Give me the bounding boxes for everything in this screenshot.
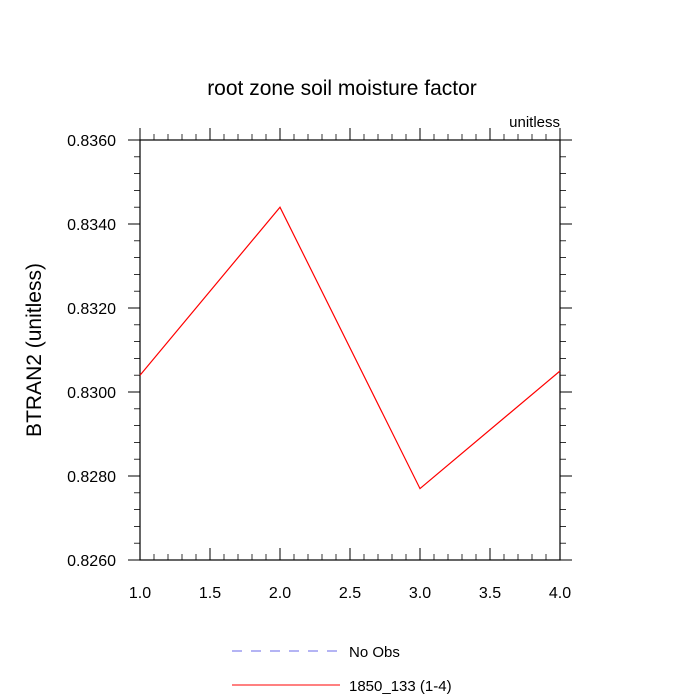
plot-frame [139, 139, 561, 561]
y-tick-label: 0.8280 [67, 469, 116, 486]
plot-area: 1.0 1.5 2.0 2.5 3.0 3.5 4.0 0.8260 0.8280 0.8300 0… [67, 128, 572, 602]
x-tick-label: 3.5 [479, 585, 501, 602]
legend: No Obs 1850_133 (1-4) [232, 644, 452, 695]
chart-title: root zone soil moisture factor [207, 77, 477, 100]
x-tick-label: 2.5 [339, 585, 361, 602]
units-label: unitless [509, 114, 560, 131]
y-tick-label: 0.8340 [67, 217, 116, 234]
x-tick-label: 1.5 [199, 585, 221, 602]
x-tick-label: 4.0 [549, 585, 571, 602]
y-axis-label: BTRAN2 (unitless) [23, 263, 46, 437]
series-line [139, 206, 561, 490]
x-tick-label: 3.0 [409, 585, 431, 602]
x-tick-label: 2.0 [269, 585, 291, 602]
legend-label: 1850_133 (1-4) [349, 678, 452, 695]
y-tick-label: 0.8360 [67, 133, 116, 150]
y-tick-label: 0.8300 [67, 385, 116, 402]
legend-label: No Obs [349, 644, 400, 661]
y-tick-label: 0.8320 [67, 301, 116, 318]
y-tick-label: 0.8260 [67, 553, 116, 570]
x-tick-label: 1.0 [129, 585, 151, 602]
